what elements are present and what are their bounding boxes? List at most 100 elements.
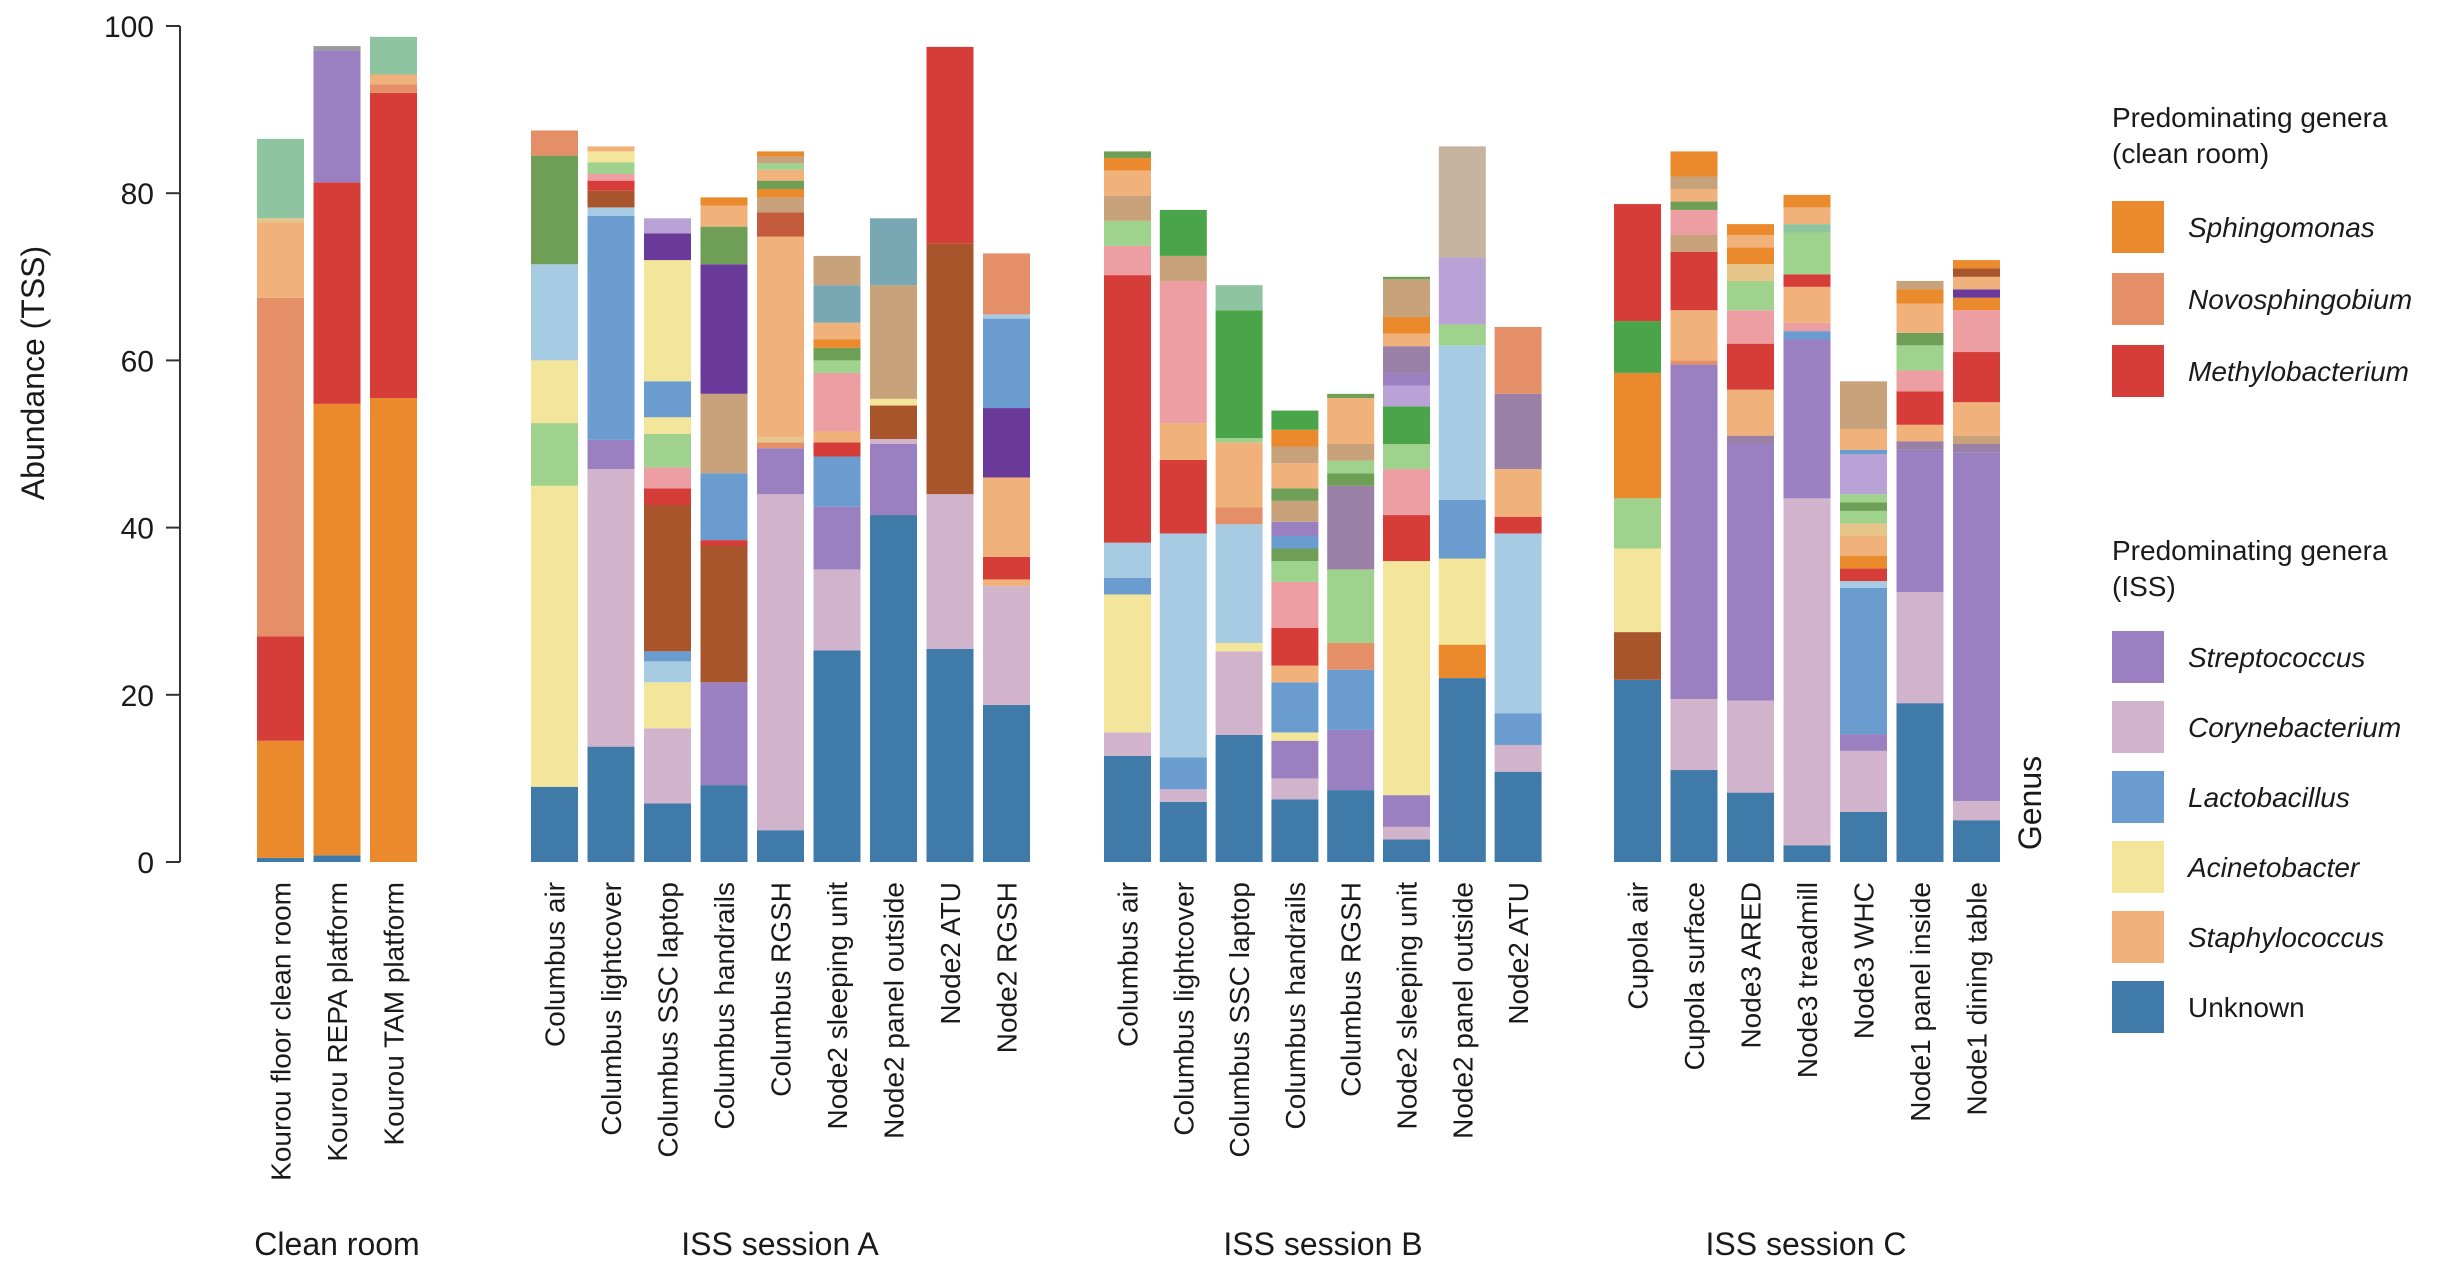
x-tick-label: Columbus handrails: [709, 882, 740, 1129]
bar-segment: [1953, 310, 2000, 353]
bar-segment: [1494, 326, 1542, 394]
bar-segment: [1727, 310, 1774, 344]
bar-segment: [1271, 488, 1319, 501]
bar-segment: [531, 423, 578, 486]
y-tick-label: 60: [121, 345, 154, 378]
bar-segment: [1159, 209, 1207, 256]
bar-segment: [1383, 469, 1430, 516]
bar-segment: [757, 437, 804, 443]
bar-segment: [1670, 251, 1718, 311]
bar-segment: [1953, 268, 2000, 277]
bar-segment: [1104, 594, 1151, 733]
bar-segment: [1727, 280, 1774, 311]
bar-segment: [700, 540, 748, 546]
x-tick-label: Columbus lightcover: [596, 882, 627, 1136]
bar-segment: [1840, 449, 1887, 455]
bar-segment: [1215, 438, 1263, 443]
bar-segment: [1614, 548, 1661, 633]
bar-segment: [1271, 682, 1319, 733]
bar-segment: [1670, 201, 1718, 210]
bar-segment: [813, 322, 861, 340]
bar-segment: [587, 151, 635, 163]
x-tick-label: Cupola surface: [1679, 882, 1710, 1070]
x-tick-label: Kourou floor clean room: [266, 882, 297, 1181]
bar-segment: [1383, 406, 1430, 444]
bar-segment: [1670, 176, 1718, 190]
bar-segment: [1215, 310, 1263, 439]
bar: [870, 218, 917, 862]
bar-segment: [1327, 473, 1375, 486]
x-tick-label: Kourou REPA platform: [322, 882, 353, 1162]
bar-segment: [1327, 398, 1375, 444]
bar-segment: [700, 682, 748, 786]
bar-segment: [757, 442, 804, 449]
bar-segment: [370, 398, 417, 862]
bar-segment: [983, 318, 1030, 409]
bar-segment: [1670, 189, 1718, 202]
bar-segment: [1159, 459, 1207, 534]
bar-segment: [1783, 286, 1831, 323]
bar-segment: [1896, 345, 1944, 371]
legend-swatch: [2112, 273, 2164, 325]
bar-segment: [1953, 297, 2000, 311]
legend: Predominating genera (clean room) Sphingom…: [2112, 102, 2412, 1033]
bar-segment: [1727, 235, 1774, 248]
bar-segment: [1159, 789, 1207, 802]
bar-segment: [926, 494, 974, 649]
legend-title: (clean room): [2112, 138, 2269, 169]
bar-segment: [813, 506, 861, 570]
legend-label: Lactobacillus: [2188, 782, 2350, 813]
bar-segment: [531, 264, 578, 361]
bar-segment: [257, 857, 304, 862]
bar-segment: [370, 74, 417, 85]
bar-segment: [1215, 734, 1263, 862]
bar-segment: [1727, 224, 1774, 235]
bar-segment: [757, 830, 804, 862]
bar-segment: [1896, 289, 1944, 304]
bar-segment: [1896, 280, 1944, 290]
bar-segment: [1383, 385, 1430, 407]
bar-segment: [1438, 644, 1486, 679]
bar-segment: [870, 405, 917, 439]
x-tick-label: Node2 panel outside: [879, 882, 910, 1139]
bar-segment: [1896, 332, 1944, 346]
bar-segment: [870, 438, 917, 444]
bar-segment: [1896, 424, 1944, 442]
legend-swatch: [2112, 201, 2164, 253]
bar-segment: [1104, 195, 1151, 221]
bar-segment: [1104, 158, 1151, 171]
bar-segment: [983, 477, 1030, 557]
bar-segment: [257, 636, 304, 741]
legend-entry: Streptococcus: [2112, 631, 2365, 683]
bar-segment: [531, 360, 578, 424]
bar-segment: [813, 347, 861, 361]
bar-segment: [257, 218, 304, 223]
bar-segment: [370, 36, 417, 75]
x-tick-label: Columbus RGSH: [766, 882, 797, 1097]
bar-segment: [1614, 498, 1661, 549]
bar: [257, 138, 304, 862]
bar-segment: [983, 586, 1030, 705]
bar-segment: [644, 728, 691, 804]
bar-segment: [1271, 446, 1319, 464]
bar-segment: [1271, 799, 1319, 862]
bar-segment: [313, 182, 361, 404]
bar-segment: [644, 467, 691, 489]
bar-segment: [1327, 460, 1375, 474]
bar-segment: [1896, 591, 1944, 704]
bar-segment: [700, 473, 748, 541]
bar-segment: [1104, 577, 1151, 595]
bar-segment: [1783, 232, 1831, 275]
bar-segment: [313, 403, 361, 856]
bar-segment: [644, 661, 691, 683]
legend-entry: Acinetobacter: [2112, 841, 2361, 893]
bar-segment: [813, 360, 861, 373]
bar-segment: [257, 138, 304, 219]
x-tick-label: Kourou TAM platform: [379, 882, 410, 1146]
x-tick-label: Columbus handrails: [1280, 882, 1311, 1129]
bar-segment: [1327, 729, 1375, 791]
bar-segment: [1327, 444, 1375, 461]
bar-segment: [1840, 510, 1887, 524]
bar-segment: [1670, 209, 1718, 235]
